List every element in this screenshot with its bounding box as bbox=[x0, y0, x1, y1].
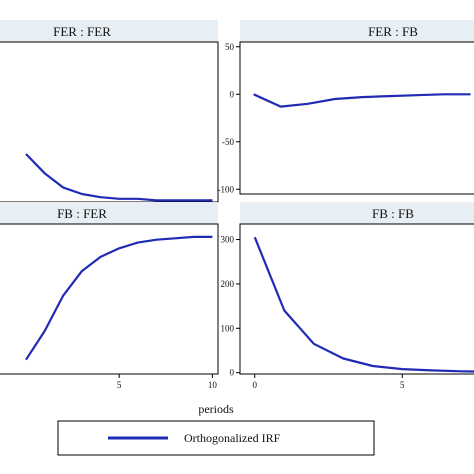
panel-fer-fb: FER : FB 50 0 -50 -100 bbox=[218, 20, 474, 195]
x-tick-label: 5 bbox=[400, 380, 405, 390]
legend: Orthogonalized IRF bbox=[57, 420, 375, 456]
x-tick-label: 10 bbox=[208, 380, 218, 390]
panel-fer-fer: FER : FER 510 bbox=[0, 20, 219, 218]
line-marks: 300 200 100 0 0 5 bbox=[221, 235, 474, 390]
y-tick-label: -100 bbox=[218, 184, 235, 194]
y-tick-label: 0 bbox=[230, 89, 235, 99]
irf-series-line bbox=[253, 93, 471, 108]
panel-fb-fer: FB : FER 5 10 bbox=[0, 202, 219, 390]
panel-title: FB : FER bbox=[57, 206, 107, 221]
line-marks: 50 0 -50 -100 bbox=[218, 42, 471, 194]
panel-title-strip bbox=[240, 20, 474, 42]
panel-title-strip bbox=[240, 202, 474, 224]
plot-frame bbox=[0, 223, 219, 375]
y-tick-label: 200 bbox=[221, 279, 235, 289]
plot-frame bbox=[0, 41, 219, 203]
line-marks: 5 10 bbox=[25, 235, 218, 390]
panel-fb-fb: FB : FB 300 200 100 0 0 5 bbox=[221, 202, 474, 390]
panel-title: FER : FB bbox=[368, 24, 418, 39]
irf-series-line bbox=[25, 153, 213, 202]
x-tick-label: 5 bbox=[117, 380, 122, 390]
y-tick-label: -50 bbox=[222, 137, 234, 147]
y-tick-label: 300 bbox=[221, 235, 235, 245]
irf-series-line bbox=[25, 235, 213, 361]
x-tick-label: 0 bbox=[253, 380, 258, 390]
plot-frame bbox=[239, 223, 474, 375]
plot-frame bbox=[239, 41, 474, 195]
panel-title: FB : FB bbox=[372, 206, 414, 221]
y-tick-label: 100 bbox=[221, 323, 235, 333]
y-tick-label: 0 bbox=[230, 368, 235, 378]
irf-series-line bbox=[253, 236, 474, 373]
panel-title-strip bbox=[0, 202, 218, 224]
panel-title-strip bbox=[0, 20, 218, 42]
legend-label: Orthogonalized IRF bbox=[184, 431, 281, 445]
panel-title: FER : FER bbox=[53, 24, 111, 39]
y-tick-label: 50 bbox=[225, 42, 235, 52]
x-axis-title: periods bbox=[198, 402, 234, 416]
